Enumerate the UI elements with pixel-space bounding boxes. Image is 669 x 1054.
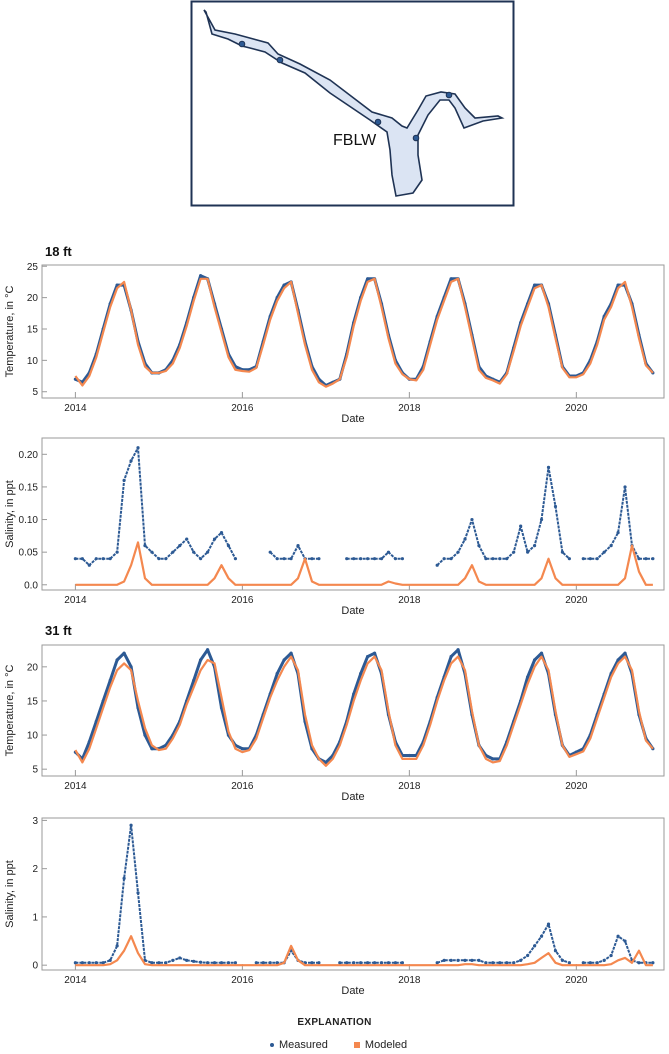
x-axis-label: Date (341, 605, 364, 617)
plot-frame (41, 264, 665, 399)
plot-frame (41, 644, 665, 777)
y-tick-label: 0.20 (19, 450, 39, 461)
modeled-series-line (75, 541, 653, 586)
y-tick-label: 0.10 (19, 515, 39, 526)
chart-panel-1: 0.0 0.05 0.10 0.15 0.20 2014 2016 2018 2020 Date S… (4, 437, 665, 617)
measured-point (233, 961, 238, 965)
y-tick-label: 0.15 (19, 482, 39, 493)
y-tick-label: 25 (27, 262, 39, 273)
measured-series-line (74, 648, 655, 764)
x-axis-label: Date (341, 985, 364, 997)
x-tick-label: 2014 (64, 595, 87, 606)
x-tick-label: 2014 (64, 975, 87, 986)
x-tick-label: 2020 (565, 975, 588, 986)
river-polygon (203, 9, 505, 197)
site-marker (445, 91, 453, 99)
y-tick-label: 10 (27, 731, 39, 742)
y-tick-label: 0.0 (24, 580, 38, 591)
x-tick-label: 2020 (565, 781, 588, 792)
site-marker (412, 134, 420, 142)
measured-series-line (346, 551, 403, 560)
x-tick-label: 2014 (64, 781, 87, 792)
y-tick-label: 2 (32, 864, 38, 875)
measured-series-line (436, 923, 570, 964)
measured-series-line (269, 544, 319, 560)
legend-measured: Measured (270, 1039, 328, 1051)
x-tick-label: 2016 (231, 403, 254, 414)
x-tick-label: 2020 (565, 403, 588, 414)
y-tick-label: 3 (32, 816, 38, 827)
y-tick-label: 10 (27, 356, 39, 367)
chart-panel-2: 5 10 15 20 2014 2016 2018 2020 Date Temperature, … (4, 644, 665, 803)
y-tick-label: 20 (27, 662, 39, 673)
legend-measured-label: Measured (279, 1039, 328, 1051)
site-marker-fblw (374, 118, 382, 126)
x-tick-label: 2018 (398, 781, 421, 792)
y-axis-label: Salinity, in ppt (4, 860, 16, 928)
measured-marker-icon (270, 1043, 274, 1048)
x-tick-label: 2018 (398, 403, 421, 414)
measured-series-line (583, 935, 653, 964)
y-tick-label: 0 (32, 961, 38, 972)
x-tick-label: 2020 (565, 595, 588, 606)
site-label: FBLW (333, 132, 377, 149)
x-tick-label: 2016 (231, 975, 254, 986)
measured-series-line (75, 446, 237, 567)
site-marker (238, 40, 246, 48)
y-axis-label: Salinity, in ppt (4, 480, 16, 548)
y-tick-label: 1 (32, 912, 38, 923)
y-tick-label: 20 (27, 293, 39, 304)
legend-modeled-label: Modeled (364, 1039, 408, 1051)
plot-frame (41, 437, 665, 591)
y-tick-label: 5 (32, 387, 38, 398)
chart-panel-3: 0 1 2 3 2014 2016 2018 2020 Date Salinity, in ppt (4, 816, 665, 997)
x-tick-label: 2018 (398, 975, 421, 986)
y-axis-label: Temperature, in °C (4, 665, 16, 757)
site-map: FBLW (190, 0, 515, 207)
x-tick-label: 2018 (398, 595, 421, 606)
plot-frame (41, 817, 665, 971)
site-marker (276, 56, 284, 64)
modeled-series-line (75, 935, 653, 967)
measured-series-line (583, 485, 653, 560)
measured-series-line (436, 466, 571, 566)
panel-title-31ft: 31 ft (45, 623, 72, 638)
modeled-marker-icon (353, 1042, 360, 1049)
chart-panel-0: 5 10 15 20 25 2014 2016 2018 2020 Date Temperature… (4, 262, 665, 425)
y-axis-label: Temperature, in °C (4, 286, 16, 378)
x-tick-label: 2014 (64, 403, 87, 414)
y-tick-label: 15 (27, 324, 39, 335)
y-tick-label: 5 (32, 765, 38, 776)
x-axis-label: Date (341, 791, 364, 803)
panel-title-18ft: 18 ft (45, 244, 72, 259)
y-tick-label: 15 (27, 696, 39, 707)
legend-title: EXPLANATION (297, 1017, 372, 1028)
modeled-series-line (74, 655, 654, 767)
legend: Measured Modeled (270, 1039, 407, 1051)
legend-modeled: Modeled (353, 1039, 408, 1051)
x-tick-label: 2016 (231, 781, 254, 792)
modeled-series-line (74, 277, 654, 388)
measured-series-line (75, 824, 236, 964)
x-axis-label: Date (341, 413, 364, 425)
y-tick-label: 0.05 (19, 548, 39, 559)
x-tick-label: 2016 (231, 595, 254, 606)
